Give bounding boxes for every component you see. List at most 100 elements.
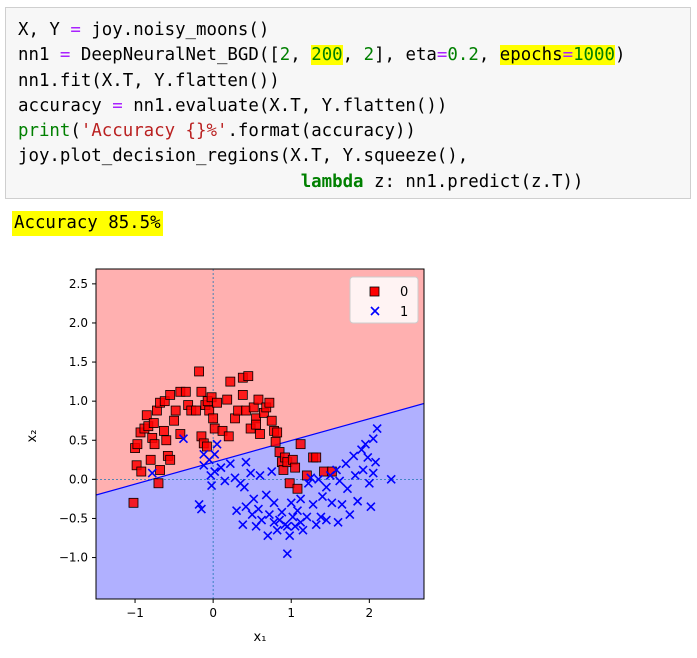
point-class-1 <box>317 491 328 502</box>
point-class-0 <box>196 386 207 397</box>
point-class-1 <box>360 439 370 449</box>
data-points <box>128 366 396 559</box>
x-tick-label: 1 <box>287 606 295 620</box>
point-class-1 <box>353 496 363 506</box>
y-tick-label: 2.5 <box>69 277 88 291</box>
point-class-1 <box>220 476 230 486</box>
point-class-0 <box>165 390 176 400</box>
point-class-1 <box>371 457 381 467</box>
point-class-0 <box>155 465 165 475</box>
code-line-5: print('Accuracy {}%'.format(accuracy)) <box>18 121 416 142</box>
x-tick-label: −1 <box>126 606 144 620</box>
point-class-0 <box>161 435 172 446</box>
point-class-1 <box>238 520 248 530</box>
point-class-1 <box>264 509 274 520</box>
point-class-1 <box>314 474 324 484</box>
y-tick-label: 1.0 <box>69 394 88 408</box>
point-class-1 <box>246 468 256 478</box>
point-class-1 <box>282 521 292 531</box>
point-class-0 <box>266 415 277 426</box>
point-class-1 <box>210 466 220 477</box>
point-class-1 <box>261 490 271 500</box>
legend-marker-1 <box>370 306 380 316</box>
point-class-1 <box>269 498 279 508</box>
point-class-1 <box>178 434 189 444</box>
point-class-1 <box>366 502 376 512</box>
point-class-0 <box>223 431 234 442</box>
point-class-0 <box>225 376 236 387</box>
code-cell[interactable]: X, Y = joy.noisy_moons() nn1 = DeepNeura… <box>5 7 691 199</box>
point-class-1 <box>147 468 157 478</box>
decision-region-plot: −1 0 1 2 −1.0 −0.5 0.0 0.5 1.0 1.5 2.0 2.5 x₁ x₂ 0 … <box>25 268 425 645</box>
point-class-1 <box>253 504 264 514</box>
point-class-0 <box>237 390 248 400</box>
y-tick-label: 2.0 <box>69 316 88 330</box>
point-class-1 <box>349 451 359 461</box>
code-line-1: X, Y = joy.noisy_moons() <box>18 20 270 40</box>
point-class-1 <box>302 512 312 522</box>
point-class-1 <box>212 439 222 449</box>
point-class-1 <box>316 512 326 522</box>
point-class-1 <box>342 484 353 494</box>
point-class-1 <box>331 465 342 475</box>
point-class-1 <box>308 499 318 509</box>
point-class-1 <box>239 482 249 492</box>
point-class-0 <box>159 396 170 407</box>
point-class-1 <box>263 531 273 541</box>
point-class-0 <box>253 394 264 405</box>
point-class-1 <box>341 459 351 469</box>
point-class-1 <box>350 470 360 481</box>
point-class-1 <box>210 449 220 459</box>
point-class-1 <box>356 445 367 455</box>
decision-boundary <box>96 402 424 496</box>
point-class-0 <box>311 452 322 463</box>
point-class-0 <box>301 470 312 481</box>
point-class-1 <box>288 512 298 522</box>
point-class-1 <box>358 465 368 475</box>
y-tick-label: 0.5 <box>69 433 88 447</box>
x-axis-label: x₁ <box>254 630 267 645</box>
point-class-1 <box>241 502 251 512</box>
code-line-4: accuracy = nn1.evaluate(X.T, Y.flatten()… <box>18 95 448 116</box>
point-class-0 <box>170 405 181 416</box>
point-class-0 <box>270 436 281 447</box>
point-class-0 <box>141 410 152 421</box>
point-class-0 <box>212 397 222 408</box>
point-class-1 <box>333 517 343 527</box>
point-class-1 <box>241 457 251 467</box>
y-tick-label: −0.5 <box>59 511 88 525</box>
point-class-1 <box>277 507 287 517</box>
y-tick-label: 0.0 <box>69 472 88 486</box>
legend-marker-0 <box>369 286 380 297</box>
point-class-0 <box>153 478 164 489</box>
point-class-0 <box>149 439 160 450</box>
x-tick-label: 2 <box>366 606 374 620</box>
point-class-0 <box>169 415 179 426</box>
point-class-1 <box>372 423 382 434</box>
point-class-1 <box>255 470 265 481</box>
code-line-7: lambda z: nn1.predict(z.T)) <box>300 171 584 192</box>
point-class-1 <box>267 466 277 477</box>
point-class-0 <box>284 478 295 489</box>
point-class-0 <box>222 394 233 405</box>
point-class-0 <box>243 371 254 382</box>
legend-label-0: 0 <box>400 285 408 300</box>
point-class-0 <box>159 425 169 436</box>
point-class-1 <box>285 531 295 541</box>
point-class-1 <box>345 509 355 520</box>
point-class-1 <box>298 525 308 535</box>
point-class-1 <box>303 478 313 488</box>
point-class-0 <box>175 429 186 439</box>
point-class-1 <box>363 452 373 463</box>
code-line-2: nn1 = DeepNeuralNet_BGD([2, 200, 2], eta… <box>18 45 626 66</box>
point-class-1 <box>292 506 303 516</box>
y-tick-label: 1.5 <box>69 355 88 369</box>
point-class-1 <box>256 515 267 525</box>
point-class-1 <box>335 476 345 486</box>
point-class-1 <box>311 520 321 530</box>
point-class-0 <box>145 454 156 465</box>
code-editor[interactable]: X, Y = joy.noisy_moons() nn1 = DeepNeura… <box>18 18 625 195</box>
point-class-1 <box>207 481 217 491</box>
point-class-0 <box>191 405 201 416</box>
axes-frame <box>95 268 425 600</box>
